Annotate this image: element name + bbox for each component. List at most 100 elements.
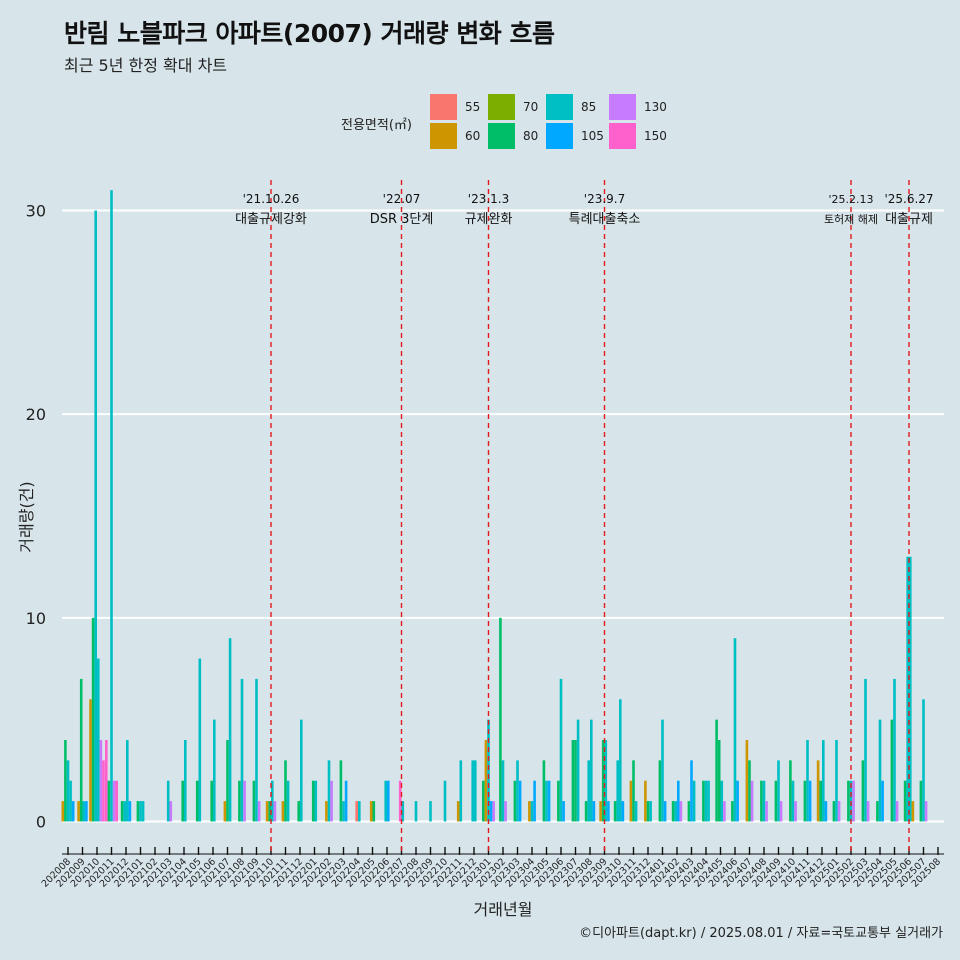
bar-202405-80	[717, 740, 721, 822]
bar-202206-105	[387, 780, 390, 822]
bar-202401-105	[663, 801, 667, 822]
bar-202301-60	[484, 740, 488, 822]
y-axis-title: 거래량(건)	[17, 481, 36, 552]
bar-202008-80	[64, 740, 67, 822]
bar-202504-105	[881, 780, 884, 822]
bar-202101-85	[139, 801, 142, 822]
bar-202501-130	[837, 801, 841, 822]
bar-202507-130	[924, 801, 928, 822]
bar-202011-150	[115, 780, 118, 822]
bar-202402-105	[677, 780, 680, 822]
bar-202109-80	[252, 780, 256, 822]
bar-202507-85	[922, 699, 925, 822]
bar-202304-105	[533, 780, 536, 822]
bar-202309-60	[599, 801, 602, 822]
bar-202311-85	[634, 801, 638, 822]
bar-202301-130	[492, 801, 495, 822]
bar-202308-85	[590, 719, 593, 822]
bar-202011-130	[112, 780, 116, 822]
bar-202502-80	[847, 780, 850, 822]
bar-202506-60	[911, 801, 915, 822]
bar-202111-85	[286, 780, 290, 822]
bar-202205-80	[372, 801, 376, 822]
bar-202109-85	[255, 678, 258, 822]
bar-202108-85	[240, 678, 244, 822]
legend-label-55: 55	[465, 100, 481, 114]
bar-202104-85	[184, 740, 187, 822]
bar-202402-80	[671, 801, 675, 822]
bar-202012-85	[126, 740, 129, 822]
bar-202202-85	[327, 760, 331, 822]
bar-202108-130	[243, 780, 246, 822]
bar-202405-130	[723, 801, 726, 822]
bar-202308-85	[587, 760, 590, 822]
bar-202105-80	[195, 780, 199, 822]
legend-key-85	[546, 94, 573, 120]
bar-202106-85	[213, 719, 216, 822]
bar-202204-55	[355, 801, 358, 822]
bar-202402-130	[679, 801, 683, 822]
bar-202408-130	[765, 801, 768, 822]
legend-title: 전용면적(㎡)	[341, 118, 412, 133]
bar-202011-80	[107, 780, 111, 822]
bar-202404-80	[702, 780, 705, 822]
bar-202203-85	[342, 801, 345, 822]
legend-key-150	[609, 123, 636, 149]
event-date-202506: '25.6.27	[884, 192, 933, 206]
bar-202406-105	[736, 780, 739, 822]
legend-label-80: 80	[523, 129, 539, 143]
bar-202304-60	[528, 801, 531, 822]
bar-202506-80	[903, 780, 907, 822]
bar-202212-85	[474, 760, 477, 822]
bar-202412-60	[816, 760, 820, 822]
bar-202110-80	[268, 801, 271, 822]
legend-item-85: 85	[546, 94, 596, 120]
bar-202211-60	[456, 801, 460, 822]
bar-202207-85	[401, 801, 405, 822]
bar-202110-85	[271, 780, 274, 822]
bar-202411-105	[808, 780, 812, 822]
bar-202410-130	[794, 801, 797, 822]
bar-202401-80	[658, 760, 662, 822]
bar-202101-80	[136, 801, 140, 822]
bar-202402-85	[674, 801, 677, 822]
y-tick-label-10: 10	[26, 609, 46, 628]
bar-202112-85	[300, 719, 303, 822]
bar-202008-85	[66, 760, 70, 822]
bar-202009-85	[82, 801, 86, 822]
y-tick-label-20: 20	[26, 405, 46, 424]
bar-202205-60	[369, 801, 373, 822]
bar-202312-85	[649, 801, 652, 822]
legend-key-70	[488, 94, 515, 120]
bar-202202-60	[325, 801, 328, 822]
bar-202403-85	[692, 780, 696, 822]
bar-202411-80	[803, 780, 807, 822]
bar-202406-85	[733, 638, 737, 822]
bar-202101-85	[141, 801, 145, 822]
bar-202106-80	[210, 780, 213, 822]
bar-202505-130	[895, 801, 899, 822]
bar-202306-105	[562, 801, 565, 822]
bar-202012-80	[120, 801, 124, 822]
bar-202212-85	[471, 760, 474, 822]
bar-202501-80	[832, 801, 836, 822]
bar-202306-80	[557, 780, 560, 822]
bar-202412-105	[824, 801, 828, 822]
bar-202401-85	[661, 719, 664, 822]
bar-202009-105	[85, 801, 88, 822]
chart-title: 반림 노블파크 아파트(2007) 거래량 변화 흐름	[64, 19, 555, 48]
bar-202504-85	[878, 719, 882, 822]
bar-202107-85	[228, 638, 232, 822]
bar-202203-80	[339, 760, 343, 822]
legend-label-150: 150	[644, 129, 667, 143]
bar-202009-80	[79, 678, 83, 822]
bar-202110-60	[265, 801, 269, 822]
legend-item-130: 130	[609, 94, 667, 120]
bar-202308-80	[584, 801, 588, 822]
bar-202309-85	[604, 740, 608, 822]
bar-202405-80	[715, 719, 718, 822]
bar-202210-85	[443, 780, 447, 822]
bar-202011-150	[105, 740, 108, 822]
bar-202203-105	[344, 780, 348, 822]
bar-202505-85	[893, 678, 896, 822]
